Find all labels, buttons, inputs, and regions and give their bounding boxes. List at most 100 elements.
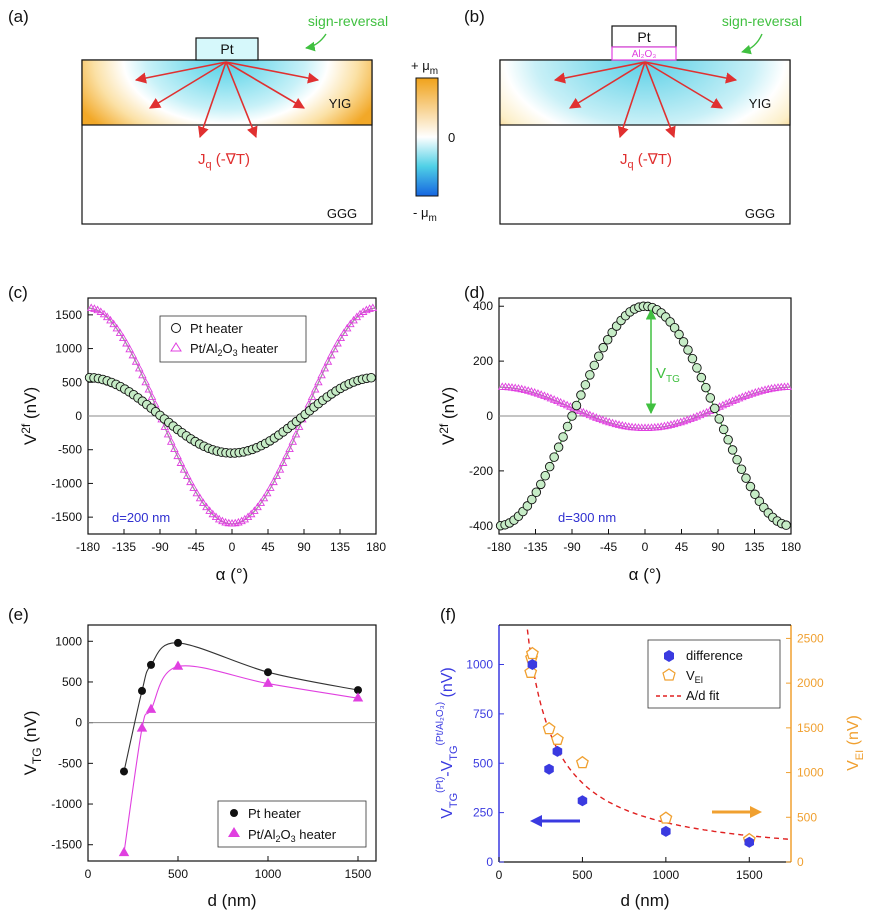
xtick-label-c-1: -135: [112, 540, 136, 554]
pt-label-a: Pt: [220, 41, 233, 57]
ylabel-e: VTG (nV): [21, 711, 44, 776]
xtick-label-e-3: 1500: [345, 867, 372, 881]
pt-electrode-a: [195, 37, 259, 61]
triangle-marker-c-63: [288, 437, 298, 445]
legend-marker-pt-e: [230, 809, 238, 817]
heat-flow-arrows-a: [134, 61, 320, 139]
triangle-marker-d-26: [582, 409, 591, 417]
al2o3-layer-b: [611, 46, 677, 61]
triangle-marker-c-87: [365, 304, 374, 312]
xtick-label-d-0: -180: [487, 540, 511, 554]
ytick-label-c-4: 500: [62, 375, 82, 389]
triangle-marker-c-15: [134, 363, 144, 372]
circle-marker-d-49: [714, 414, 724, 424]
colorbar: + μm 0 - μm: [411, 58, 455, 224]
xtick-label-c-4: 0: [229, 540, 236, 554]
triangle-marker-d-53: [669, 419, 679, 428]
triangle-marker-c-32: [189, 483, 198, 491]
sign-reversal-arrow-b: [741, 33, 763, 55]
triangle-marker-e-5: [352, 692, 364, 702]
ylabel-c: V2f (nV): [19, 387, 40, 445]
triangle-marker-c-40: [214, 514, 224, 523]
triangle-marker-c-12: [125, 344, 134, 353]
circle-marker-d-12: [549, 452, 559, 462]
triangle-marker-c-5: [102, 312, 112, 321]
jq-label-a: Jq (-∇T): [198, 151, 250, 171]
triangle-marker-e-4: [262, 677, 274, 687]
triangle-marker-c-38: [208, 509, 218, 518]
pentagon-marker-f-4: [550, 732, 564, 745]
xtick-label-e-1: 500: [168, 867, 188, 881]
pentagon-marker-f-5: [575, 755, 589, 769]
sign-reversal-label-a: sign-reversal: [308, 13, 388, 29]
circle-marker-d-20: [585, 370, 595, 380]
circle-marker-d-10: [540, 471, 550, 481]
panel-label-c: (c): [8, 283, 28, 302]
xtick-label-d-4: 0: [642, 540, 649, 554]
triangle-marker-d-52: [666, 420, 676, 428]
xtick-label-c-2: -90: [151, 540, 169, 554]
triangle-marker-c-2: [93, 305, 102, 314]
triangle-marker-e-1: [136, 722, 148, 732]
yig-layer-b: [499, 59, 791, 126]
legend-text-al-e: Pt/Al2O3 heater: [248, 827, 337, 844]
heat-flow-arrows-b: [553, 61, 738, 139]
ytick-label-right-f-5: 2500: [797, 631, 824, 645]
xtick-label-d-2: -90: [563, 540, 581, 554]
ytick-label-e-1: -1000: [51, 797, 82, 811]
triangle-marker-e-3: [172, 660, 184, 670]
panel-d-chart: (d) -180 -135 -90 -45 0 45 90 135 180 -400 -200 0 20…: [437, 283, 801, 584]
circle-marker-d-18: [576, 390, 586, 400]
triangle-marker-c-35: [198, 498, 208, 506]
annotation-c: d=200 nm: [112, 510, 170, 525]
triangle-marker-c-86: [362, 305, 371, 314]
legend-text-diff-f: difference: [686, 648, 743, 663]
triangle-marker-c-58: [272, 471, 282, 479]
hexagon-marker-f-4: [661, 825, 671, 837]
triangle-marker-c-59: [275, 465, 285, 473]
triangle-marker-e-2: [145, 703, 157, 713]
ytick-label-e-0: -1500: [51, 838, 82, 852]
triangle-marker-d-71: [728, 396, 737, 405]
triangle-marker-d-57: [682, 415, 692, 424]
legend-c: Pt heater Pt/Al2O3 heater: [159, 315, 307, 363]
triangle-marker-c-37: [205, 506, 214, 514]
triangle-marker-c-57: [269, 477, 278, 486]
triangle-marker-c-46: [234, 517, 243, 526]
triangle-marker-c-11: [122, 338, 131, 347]
xtick-label-d-6: 90: [711, 540, 725, 554]
circle-marker-d-44: [692, 363, 702, 373]
triangle-marker-c-13: [128, 350, 138, 359]
xtick-label-c-3: -45: [187, 540, 205, 554]
triangle-marker-d-81: [760, 385, 770, 393]
triangle-marker-c-26: [170, 444, 179, 452]
triangle-marker-c-18: [144, 384, 154, 393]
triangle-marker-c-34: [195, 493, 205, 502]
sign-reversal-label-b: sign-reversal: [722, 13, 802, 29]
circle-marker-d-51: [723, 435, 733, 445]
panel-f-chart: (f) 0 500 1000 1500 0 250 500 750 1000 0 500 1000 15…: [435, 605, 866, 910]
xtick-label-d-5: 45: [675, 540, 689, 554]
legend-text-pt-e: Pt heater: [248, 806, 301, 821]
triangle-marker-d-70: [725, 397, 734, 406]
triangle-marker-c-54: [259, 493, 269, 502]
ylabel-d: V2f (nV): [437, 387, 458, 445]
triangle-marker-c-51: [250, 506, 259, 514]
triangle-marker-d-54: [673, 418, 682, 427]
triangle-marker-c-85: [358, 307, 368, 315]
triangle-marker-d-25: [579, 407, 588, 416]
ytick-label-left-f-3: 750: [473, 707, 493, 721]
triangle-marker-d-82: [764, 384, 773, 393]
triangle-marker-c-79: [339, 328, 349, 337]
circle-marker-d-45: [696, 372, 707, 383]
xtick-label-f-2: 1000: [653, 868, 680, 882]
circle-marker-d-21: [589, 360, 600, 371]
ytick-label-right-f-1: 500: [797, 810, 817, 824]
hexagon-marker-f-5: [744, 836, 754, 848]
hexagon-marker-f-2: [552, 745, 563, 757]
pt-label-b: Pt: [637, 29, 650, 45]
curve-pt-e: [123, 642, 359, 772]
yig-label-a: YIG: [329, 96, 351, 111]
triangle-marker-c-78: [336, 333, 346, 342]
hexagon-marker-f-3: [577, 795, 588, 807]
